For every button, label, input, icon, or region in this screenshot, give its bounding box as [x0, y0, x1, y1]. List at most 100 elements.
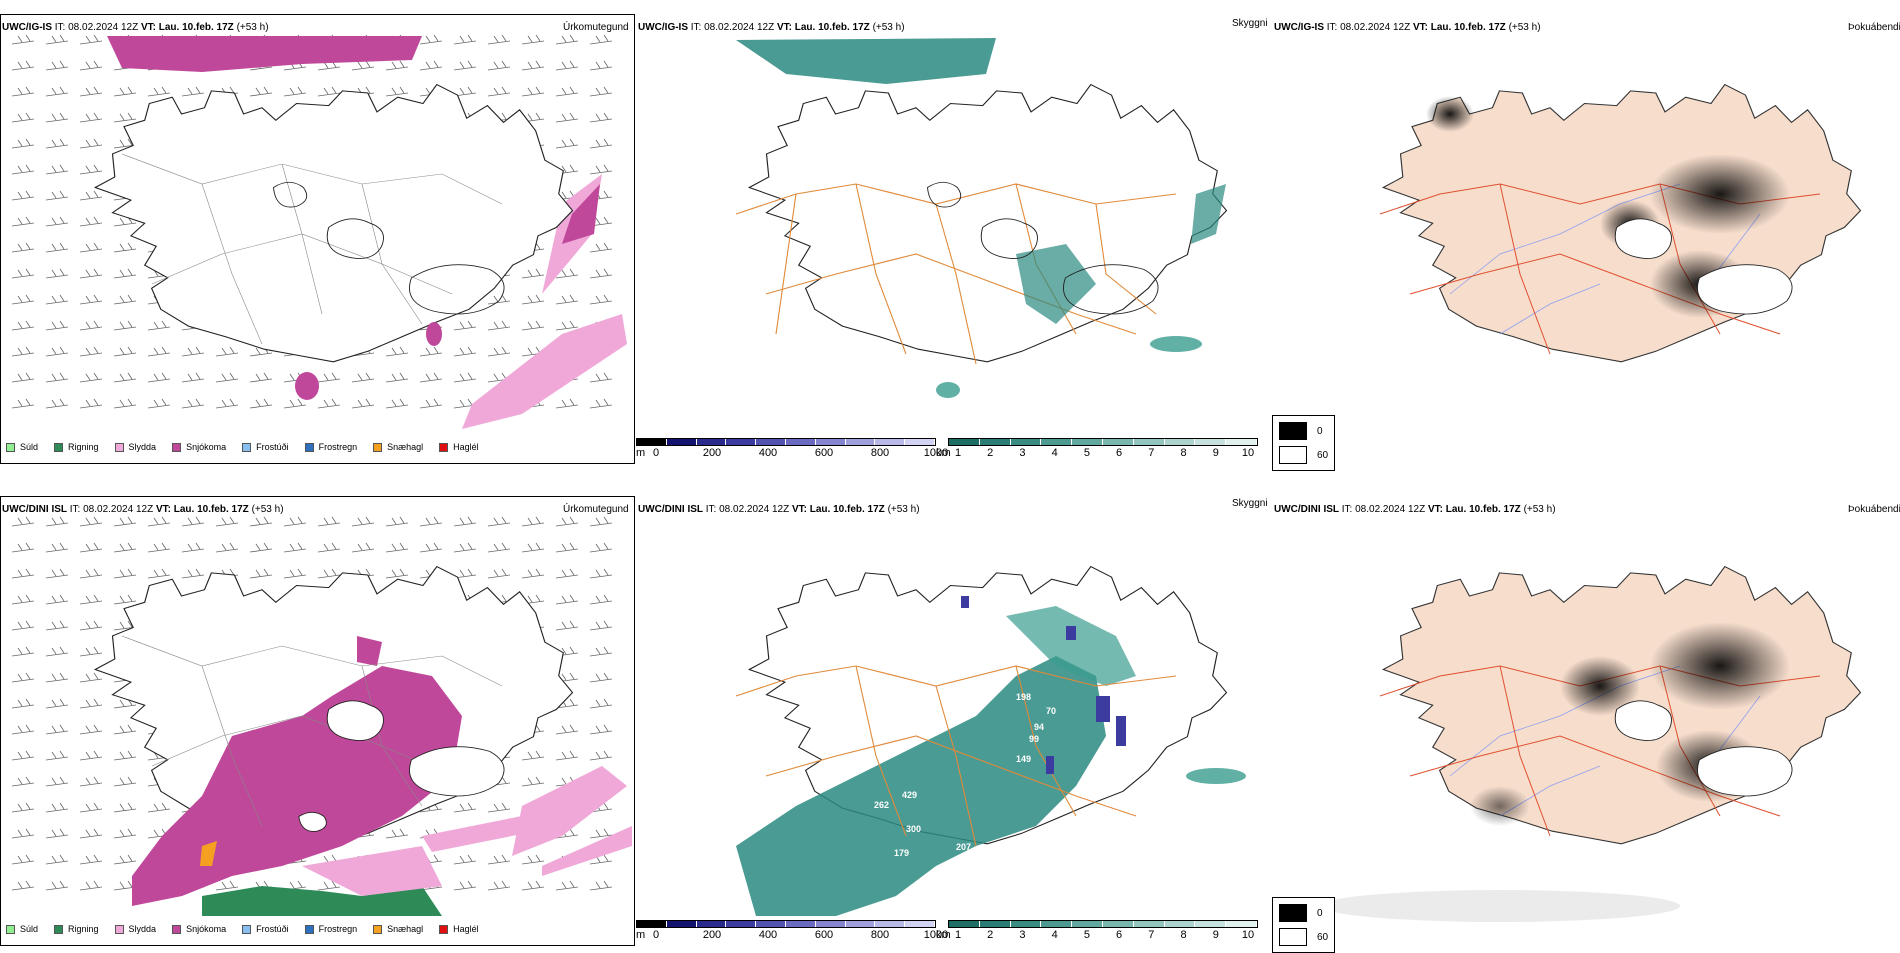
- wind-barb: [79, 138, 103, 149]
- wind-barb: [147, 542, 171, 553]
- wind-barb: [453, 516, 477, 527]
- scale-cell: [905, 439, 935, 445]
- wind-barb: [147, 568, 171, 579]
- wind-barb: [351, 372, 375, 383]
- lead-time: (+53 h): [872, 22, 905, 33]
- wind-barb: [419, 398, 443, 409]
- wind-barb: [113, 320, 137, 331]
- scale-cell: [785, 921, 816, 927]
- wind-barb: [487, 802, 511, 813]
- it-value: 08.02.2024 12Z: [1340, 22, 1411, 33]
- legend-item: Snæhagl: [373, 442, 423, 452]
- wind-barb: [11, 34, 35, 45]
- precip-legend-dini: Súld Rigning Slydda Snjókoma Frostúði Frostre…: [6, 924, 495, 934]
- visibility-value-label: 149: [1016, 754, 1031, 764]
- wind-barb: [351, 398, 375, 409]
- wind-barb: [589, 750, 613, 761]
- wind-barb: [11, 372, 35, 383]
- fog-dark-east: [1650, 622, 1790, 710]
- wind-barb: [521, 568, 545, 579]
- legend-swatch: [242, 442, 252, 452]
- wind-barb: [215, 880, 239, 891]
- wind-barb: [147, 516, 171, 527]
- wind-barb: [79, 646, 103, 657]
- wind-barb: [113, 854, 137, 865]
- wind-barb: [521, 542, 545, 553]
- wind-barb: [453, 320, 477, 331]
- wind-barb: [11, 60, 35, 71]
- wind-barb: [555, 880, 579, 891]
- legend-label: Snjókoma: [186, 924, 227, 934]
- wind-barb: [385, 346, 409, 357]
- wind-barb: [79, 268, 103, 279]
- wind-barb: [113, 294, 137, 305]
- panel-title-visibility: Skyggni: [1232, 498, 1268, 509]
- wind-barb: [385, 398, 409, 409]
- precip-map-dini: [11, 516, 632, 916]
- wind-barb: [351, 60, 375, 71]
- visibility-value-label: 99: [1029, 734, 1039, 744]
- scale-tick: 1: [954, 929, 962, 941]
- wind-barb: [113, 112, 137, 123]
- wind-barb: [555, 320, 579, 331]
- wind-barb: [45, 190, 69, 201]
- wind-barb: [147, 320, 171, 331]
- it-label: IT:: [69, 504, 81, 515]
- wind-barb: [589, 646, 613, 657]
- legend-swatch: [6, 924, 15, 934]
- scale-cell: [875, 921, 906, 927]
- wind-barb: [11, 86, 35, 97]
- scale-cell: [726, 921, 757, 927]
- wind-barb: [589, 138, 613, 149]
- wind-barb: [521, 776, 545, 787]
- legend-label: Snæhagl: [387, 442, 424, 452]
- wind-barb: [113, 268, 137, 279]
- scale-cell: [1133, 921, 1165, 927]
- sleet-region-south: [302, 846, 442, 896]
- wind-barb: [521, 854, 545, 865]
- wind-barb: [113, 750, 137, 761]
- wind-barb: [11, 112, 35, 123]
- scale-cell: [979, 921, 1011, 927]
- wind-barb: [147, 398, 171, 409]
- snow-patch-west: [242, 740, 272, 780]
- sleet-strip-east: [542, 826, 632, 876]
- legend-swatch: [6, 442, 15, 452]
- wind-barb: [589, 60, 613, 71]
- wind-barb: [555, 516, 579, 527]
- wind-barb: [351, 542, 375, 553]
- legend-swatch: [114, 442, 124, 452]
- it-label: IT:: [54, 22, 66, 33]
- wind-barb: [589, 242, 613, 253]
- cloud-map-dini: [1320, 566, 1862, 922]
- wind-barb: [113, 568, 137, 579]
- scale-cell: [1102, 921, 1134, 927]
- wind-barb: [45, 698, 69, 709]
- wind-barb: [147, 372, 171, 383]
- scale-cell: [696, 439, 727, 445]
- fog-grey-sea: [1320, 890, 1680, 922]
- wind-barb: [589, 672, 613, 683]
- wind-barb: [589, 542, 613, 553]
- wind-barb: [79, 516, 103, 527]
- wind-barb: [113, 242, 137, 253]
- it-label: IT:: [705, 504, 717, 515]
- visibility-value-label: 262: [874, 800, 889, 810]
- precip-map-igis: [11, 34, 627, 429]
- model-name: UWC/IG-IS: [638, 22, 688, 33]
- wind-barb: [215, 346, 239, 357]
- cloud-scale-value: 0: [1317, 907, 1323, 919]
- header-visibility-dini: UWC/DINI ISL IT: 08.02.2024 12Z VT: Lau.…: [638, 504, 920, 515]
- wind-barb: [589, 594, 613, 605]
- wind-barb: [555, 542, 579, 553]
- wind-barb: [79, 594, 103, 605]
- vt-label: VT: Lau. 10.feb. 17Z: [155, 504, 249, 515]
- wind-barb: [521, 516, 545, 527]
- wind-barb: [283, 398, 307, 409]
- vt-label: VT: Lau. 10.feb. 17Z: [1412, 22, 1506, 33]
- wind-barb: [385, 828, 409, 839]
- wind-barb: [11, 594, 35, 605]
- wind-barb: [487, 34, 511, 45]
- wind-barb: [79, 398, 103, 409]
- scale-cell: [1195, 921, 1227, 927]
